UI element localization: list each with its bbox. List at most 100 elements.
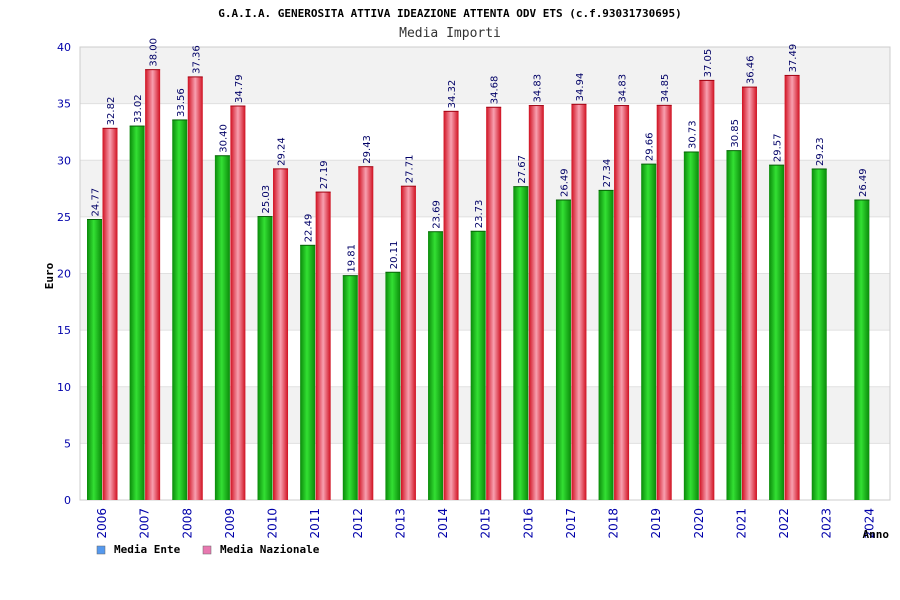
data-label: 22.49 (304, 214, 315, 243)
x-tick-label: 2011 (308, 508, 322, 539)
value-labels-layer: 24.77 32.82 33.02 38.00 33.56 37.36 30.40 34.79… (91, 38, 869, 273)
bar-media-ente (555, 200, 571, 501)
data-label: 34.68 (490, 76, 501, 105)
data-label: 37.49 (788, 44, 799, 73)
data-label: 20.11 (389, 241, 400, 270)
data-label: 29.66 (645, 132, 656, 161)
x-tick-label: 2015 (479, 508, 493, 539)
bar-media-nazionale (784, 75, 800, 500)
x-tick-label: 2014 (436, 508, 450, 539)
legend-label-media-nazionale: Media Nazionale (220, 543, 320, 556)
bar-media-ente (854, 200, 870, 501)
x-tick-label: 2019 (649, 508, 663, 539)
bar-media-nazionale (699, 80, 715, 500)
data-label: 25.03 (261, 185, 272, 214)
bar-media-nazionale (486, 107, 502, 501)
bar-media-nazionale (358, 166, 374, 500)
x-tick-label: 2009 (223, 508, 237, 539)
data-label: 27.71 (404, 155, 415, 184)
bar-media-ente (683, 151, 699, 500)
bar-media-ente (811, 168, 827, 500)
bar-media-ente (257, 216, 273, 500)
bar-media-ente (342, 275, 358, 500)
chart-title: G.A.I.A. GENEROSITA ATTIVA IDEAZIONE ATT… (218, 7, 682, 20)
bar-media-nazionale (273, 168, 289, 500)
y-tick-label: 15 (57, 324, 71, 337)
bar-media-nazionale (614, 105, 630, 501)
data-label: 24.77 (91, 188, 102, 217)
bar-media-nazionale (656, 105, 672, 500)
data-label: 37.36 (191, 45, 202, 74)
x-tick-label: 2016 (521, 508, 535, 539)
x-tick-label: 2024 (862, 508, 876, 539)
bar-media-ente (214, 155, 230, 500)
data-label: 30.40 (218, 124, 229, 153)
x-tick-label: 2020 (692, 508, 706, 539)
x-tick-label: 2013 (393, 508, 407, 539)
bar-media-ente (300, 245, 316, 500)
bar-media-nazionale (400, 186, 416, 500)
data-label: 34.85 (660, 74, 671, 103)
bar-media-ente (598, 190, 614, 500)
bar-media-ente (428, 231, 444, 500)
data-label: 34.79 (234, 74, 245, 103)
data-label: 26.49 (559, 168, 570, 197)
data-label: 27.19 (319, 160, 330, 189)
bar-media-ente (726, 150, 742, 500)
bar-media-ente (470, 231, 486, 500)
data-label: 29.43 (362, 135, 373, 164)
bar-media-ente (87, 219, 102, 501)
x-axis-title: Anno (863, 528, 890, 541)
y-tick-label: 30 (57, 154, 71, 167)
y-tick-label: 25 (57, 211, 71, 224)
data-label: 23.73 (474, 200, 485, 229)
x-tick-label: 2008 (180, 508, 194, 539)
bar-media-ente (513, 186, 529, 500)
bar-media-ente (129, 126, 145, 501)
bar-media-ente (769, 165, 785, 500)
x-tick-label: 2006 (95, 508, 109, 539)
y-tick-label: 5 (64, 437, 71, 450)
legend-swatch-media-nazionale (202, 545, 212, 555)
data-label: 38.00 (149, 38, 160, 67)
data-label: 34.94 (575, 73, 586, 102)
data-label: 30.85 (730, 119, 741, 148)
bar-media-nazionale (102, 128, 118, 500)
x-tick-label: 2012 (351, 508, 365, 539)
y-tick-label: 35 (57, 98, 71, 111)
x-tick-label: 2023 (820, 508, 834, 539)
x-tick-label: 2018 (607, 508, 621, 539)
bar-media-ente (172, 119, 188, 501)
bar-media-ente (641, 164, 657, 500)
data-label: 36.46 (745, 55, 756, 84)
bar-media-nazionale (443, 111, 459, 501)
data-label: 29.24 (277, 137, 288, 166)
bar-media-nazionale (571, 104, 587, 500)
data-label: 19.81 (346, 244, 357, 273)
x-tick-label: 2017 (564, 508, 578, 539)
y-axis-title: Euro (43, 262, 56, 289)
data-label: 27.34 (602, 159, 613, 188)
legend: Media Ente Media Nazionale (96, 543, 320, 556)
bar-media-nazionale (315, 192, 331, 501)
legend-label-media-ente: Media Ente (114, 543, 181, 556)
x-tick-label: 2022 (777, 508, 791, 539)
y-tick-label: 10 (57, 381, 71, 394)
data-label: 33.56 (176, 88, 187, 117)
x-tick-label: 2021 (734, 508, 748, 539)
data-label: 37.05 (703, 49, 714, 78)
bar-media-nazionale (187, 76, 203, 500)
data-label: 23.69 (432, 200, 443, 229)
bars-layer (87, 69, 870, 501)
data-label: 26.49 (858, 168, 869, 197)
bar-media-nazionale (741, 87, 757, 500)
data-label: 34.32 (447, 80, 458, 109)
x-axis: 2006 2007 2008 2009 2010 2011 2012 2013 2014 2015… (95, 508, 876, 539)
y-tick-label: 20 (57, 268, 71, 281)
bar-media-ente (385, 272, 401, 500)
data-label: 32.82 (106, 97, 117, 126)
bar-media-nazionale (230, 106, 246, 501)
x-tick-label: 2010 (266, 508, 280, 539)
x-tick-label: 2007 (138, 508, 152, 539)
